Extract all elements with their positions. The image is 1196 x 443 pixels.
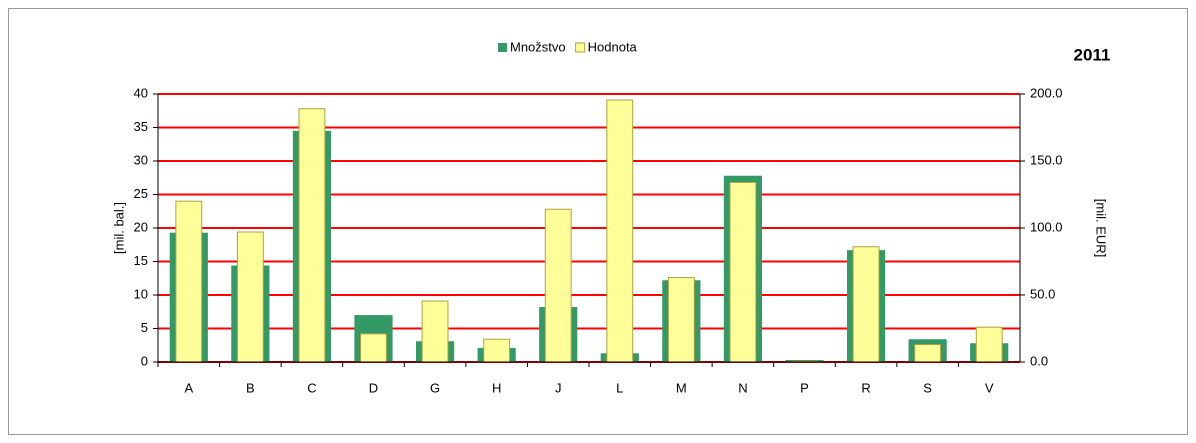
y-tick-label: 35 <box>134 119 148 134</box>
y2-tick-label: 0.0 <box>1030 353 1048 368</box>
y-tick-label: 5 <box>141 320 148 335</box>
chart-title: 2011 <box>1074 45 1111 64</box>
bar <box>606 99 634 363</box>
x-tick-label: G <box>430 380 440 395</box>
chart-frame <box>8 8 1188 435</box>
y2-tick-label: 50.0 <box>1030 286 1055 301</box>
x-tick-label: V <box>985 380 994 395</box>
legend-label: Množstvo <box>510 39 566 54</box>
bar <box>975 326 1003 363</box>
bar <box>914 344 942 363</box>
legend-label: Hodnota <box>588 39 638 54</box>
y-tick-label: 40 <box>134 85 148 100</box>
bar <box>236 231 264 363</box>
x-tick-label: P <box>800 380 809 395</box>
bar <box>852 246 880 363</box>
x-tick-label: B <box>246 380 255 395</box>
x-tick-label: H <box>492 380 501 395</box>
bar <box>421 300 449 363</box>
x-tick-label: M <box>676 380 687 395</box>
y-tick-label: 15 <box>134 253 148 268</box>
x-tick-label: A <box>184 380 193 395</box>
y-tick-label: 10 <box>134 286 148 301</box>
x-tick-label: J <box>555 380 562 395</box>
bar <box>483 338 511 363</box>
bar <box>667 277 695 363</box>
x-tick-label: S <box>923 380 932 395</box>
y-tick-label: 0 <box>141 353 148 368</box>
y-tick-label: 25 <box>134 186 148 201</box>
x-tick-label: D <box>369 380 378 395</box>
y-tick-label: 20 <box>134 219 148 234</box>
bar <box>729 181 757 363</box>
bar <box>360 333 387 363</box>
bar <box>298 108 326 363</box>
x-tick-label: L <box>616 380 623 395</box>
y2-tick-label: 100.0 <box>1030 219 1063 234</box>
y-axis-label: [mil. bal.] <box>111 202 126 254</box>
y2-tick-label: 150.0 <box>1030 152 1063 167</box>
legend-swatch <box>498 43 507 52</box>
x-tick-label: N <box>738 380 747 395</box>
y2-tick-label: 200.0 <box>1030 85 1063 100</box>
bar <box>544 208 572 363</box>
x-tick-label: C <box>307 380 316 395</box>
bar <box>175 200 203 363</box>
x-tick-label: R <box>861 380 870 395</box>
y2-axis-label: [mil. EUR] <box>1094 199 1109 258</box>
y-tick-label: 30 <box>134 152 148 167</box>
legend-swatch <box>575 42 586 53</box>
